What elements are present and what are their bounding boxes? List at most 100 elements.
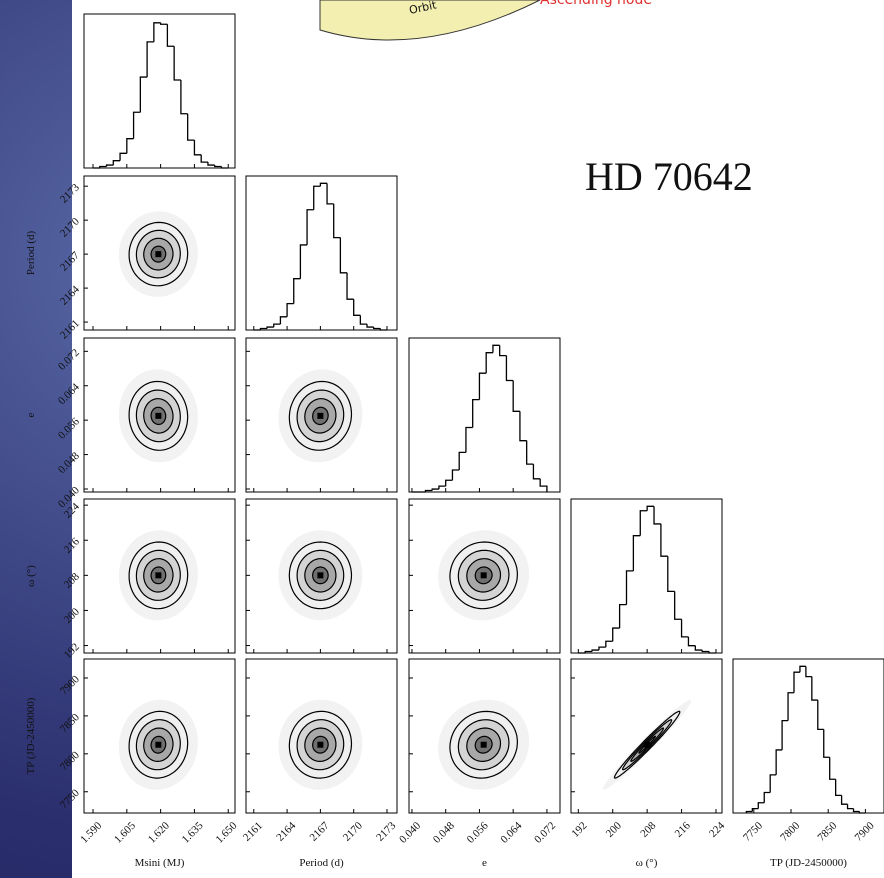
- histogram-bin: [674, 591, 682, 620]
- panel-frame: [245, 175, 398, 331]
- histogram-bin: [207, 162, 215, 166]
- histogram-bin: [326, 183, 334, 205]
- histogram-bin: [835, 779, 842, 797]
- histogram-bin: [687, 636, 696, 647]
- histogram-bin: [505, 355, 514, 382]
- x-axis-label: ω (°): [636, 857, 658, 869]
- histogram-bin: [823, 729, 830, 758]
- histogram-bin: [126, 138, 134, 154]
- histogram-bin: [769, 774, 777, 793]
- histogram-bin: [346, 272, 354, 300]
- histogram-bin: [781, 719, 789, 750]
- histogram-bin: [858, 811, 866, 814]
- histogram-bin: [852, 808, 860, 813]
- x-axis-label: TP (JD-2450000): [770, 857, 847, 869]
- orbit-illustration: [319, 0, 541, 41]
- histogram-bin: [200, 154, 208, 163]
- histogram-bin: [591, 649, 599, 652]
- histogram-bin: [159, 22, 168, 25]
- histogram-bin: [612, 627, 620, 642]
- histogram-bin: [273, 323, 281, 328]
- histogram-bin: [775, 749, 783, 775]
- node-text: Ascending node: [540, 0, 652, 8]
- histogram-bin: [763, 791, 771, 803]
- histogram-bin: [105, 164, 114, 167]
- histogram-bin: [424, 489, 433, 492]
- histogram-bin: [112, 160, 121, 166]
- histogram-bin: [187, 113, 195, 141]
- histogram-bin: [139, 76, 148, 113]
- histogram-bin: [132, 111, 141, 139]
- histogram-bin: [751, 807, 759, 812]
- histogram-bin: [680, 619, 689, 638]
- histogram-bin: [811, 676, 818, 701]
- histogram-bin: [153, 22, 161, 42]
- histogram-bin: [499, 345, 507, 357]
- x-axis-label: Msini (MJ): [135, 857, 185, 869]
- density-peak: [155, 251, 162, 258]
- histogram-bin: [787, 692, 794, 721]
- histogram-bin: [646, 505, 655, 511]
- histogram-bin: [757, 802, 765, 809]
- histogram-bin: [840, 795, 848, 805]
- histogram-bin: [472, 398, 480, 428]
- histogram-bin: [799, 665, 806, 673]
- panel-frame: [408, 337, 561, 493]
- histogram-bin: [299, 244, 308, 279]
- histogram-bin: [99, 165, 107, 168]
- histogram-bin: [259, 327, 268, 330]
- histogram-bin: [293, 278, 301, 304]
- histogram-bin: [653, 506, 661, 525]
- histogram-bin: [366, 324, 374, 328]
- histogram-bin: [701, 650, 710, 653]
- histogram-bin: [266, 326, 274, 329]
- x-axis-label: Period (d): [299, 857, 344, 869]
- histogram-bin: [639, 510, 648, 536]
- histogram-bin: [193, 140, 202, 156]
- histogram-bin: [445, 479, 453, 487]
- histogram-bin: [492, 344, 500, 353]
- histogram-bin: [829, 757, 836, 780]
- histogram-bin: [166, 24, 175, 47]
- histogram-bin: [353, 299, 361, 316]
- histogram-bin: [793, 671, 800, 693]
- histogram-bin: [279, 316, 288, 325]
- histogram-bin: [846, 804, 854, 810]
- histogram-bin: [805, 666, 812, 678]
- histogram-bin: [339, 237, 348, 274]
- histogram-bin: [451, 469, 460, 481]
- histogram-bin: [119, 152, 127, 161]
- histogram-bin: [598, 646, 606, 651]
- histogram-bin: [512, 380, 520, 412]
- histogram-bin: [584, 650, 593, 653]
- panel-frame: [83, 13, 236, 169]
- histogram-bin: [373, 327, 381, 330]
- histogram-bin: [519, 411, 527, 442]
- histogram-bin: [319, 182, 328, 187]
- histogram-bin: [306, 209, 314, 245]
- histogram-bin: [333, 203, 341, 239]
- histogram-bin: [438, 485, 446, 490]
- histogram-bin: [618, 603, 627, 629]
- panel-frame: [570, 658, 723, 814]
- histogram-bin: [180, 80, 188, 115]
- histogram-bin: [632, 535, 641, 571]
- histogram-bin: [173, 46, 181, 81]
- histogram-bin: [526, 440, 534, 465]
- histogram-bin: [458, 451, 466, 470]
- histogram-bin: [431, 488, 439, 491]
- histogram-bin: [694, 645, 703, 651]
- histogram-bin: [667, 556, 675, 593]
- histogram-bin: [146, 41, 154, 78]
- density-peak: [155, 741, 162, 748]
- panel-frame: [732, 658, 884, 814]
- density-peak: [155, 412, 162, 419]
- histogram-bin: [359, 315, 368, 325]
- histogram-bin: [660, 523, 668, 557]
- histogram-bin: [708, 651, 716, 654]
- histogram-bin: [313, 185, 321, 210]
- histogram-bin: [485, 352, 493, 374]
- histogram-bin: [605, 640, 613, 648]
